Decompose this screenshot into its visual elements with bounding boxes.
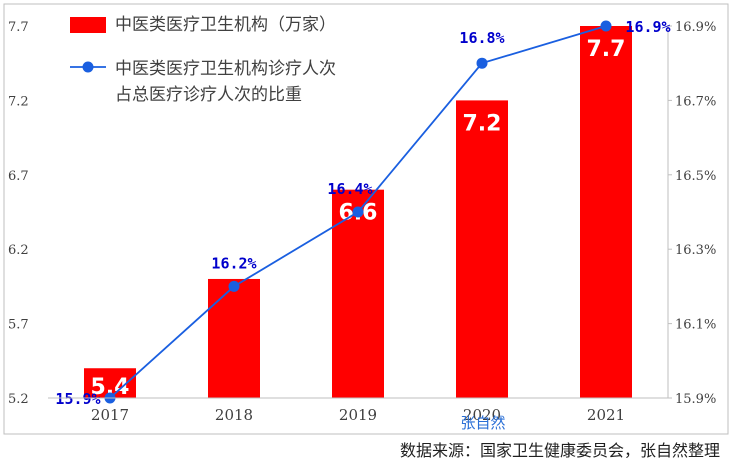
plot-frame — [3, 3, 729, 435]
line-value-label: 16.8% — [459, 29, 504, 47]
line-value-label: 15.9% — [55, 390, 100, 408]
line-point — [476, 57, 488, 69]
left-axis: 7.7 7.2 6.7 6.2 5.7 5.2 — [8, 20, 29, 407]
bar-value-label: 7.7 — [587, 37, 626, 62]
y-left-tick-label: 6.7 — [8, 169, 29, 184]
bar-value-label: 7.2 — [463, 111, 502, 136]
bar — [456, 100, 508, 399]
line-point — [352, 206, 364, 218]
right-axis: 16.9% 16.7% 16.5% 16.3% 16.1% 15.9% — [667, 20, 716, 407]
line-series: 15.9% 16.2% 16.4% 16.8% 16.9% — [55, 18, 670, 408]
line-value-label: 16.9% — [625, 18, 670, 36]
y-left-tick-label: 7.7 — [8, 20, 29, 35]
bar — [332, 189, 384, 398]
y-right-tick-label: 16.3% — [675, 243, 716, 258]
y-right-tick-label: 16.7% — [675, 94, 716, 109]
y-right-tick-label: 16.5% — [675, 169, 716, 184]
y-right-tick-label: 16.1% — [675, 318, 716, 333]
watermark: 张自然 — [460, 414, 505, 432]
y-left-tick-label: 5.2 — [8, 392, 29, 407]
legend-label-line: 中医类医疗卫生机构诊疗人次 — [115, 59, 336, 79]
bar — [208, 278, 260, 398]
y-left-tick-label: 5.7 — [8, 318, 29, 333]
line-value-label: 16.2% — [211, 254, 256, 272]
x-axis: 2017 2018 2019 2020 2021 — [48, 397, 668, 424]
line-value-label: 16.4% — [327, 180, 372, 198]
y-left-tick-label: 7.2 — [8, 94, 29, 109]
x-tick-label: 2021 — [587, 406, 625, 424]
x-tick-label: 2018 — [215, 406, 253, 424]
y-right-tick-label: 16.9% — [675, 20, 716, 35]
line-point — [228, 280, 240, 292]
legend-label-bar: 中医类医疗卫生机构（万家） — [115, 15, 336, 35]
legend-marker — [82, 61, 94, 73]
y-right-tick-label: 15.9% — [675, 392, 716, 407]
x-tick-label: 2017 — [91, 406, 129, 424]
line-point — [600, 20, 612, 32]
x-tick-label: 2019 — [339, 406, 377, 424]
y-left-tick-label: 6.2 — [8, 243, 29, 258]
bar — [580, 26, 632, 398]
legend-label-line: 占总医疗诊疗人次的比重 — [115, 85, 302, 105]
x-tick-label: 2020 — [463, 406, 501, 424]
legend-swatch-bar — [70, 17, 106, 33]
bar-series: 5.46.67.27.7 — [84, 26, 632, 400]
source-note: 数据来源：国家卫生健康委员会，张自然整理 — [400, 441, 720, 460]
